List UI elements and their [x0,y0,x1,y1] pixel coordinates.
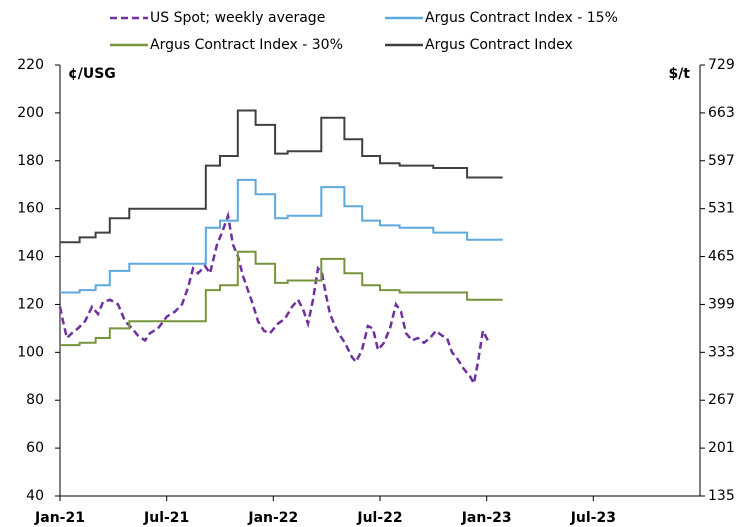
y2-tick-label: 135 [708,488,735,504]
y2-tick-label: 663 [708,105,735,121]
y2-tick-label: 531 [708,201,735,217]
y-tick-label: 80 [26,392,44,408]
y2-tick-label: 201 [708,440,735,456]
y2-axis-label: $/t [668,66,690,82]
y2-tick-label: 267 [708,392,735,408]
x-tick-label: Jan-22 [247,510,298,526]
legend-label: US Spot; weekly average [150,10,325,26]
series-line [60,250,503,347]
y2-tick-label: 333 [708,344,735,360]
y-tick-label: 60 [26,440,44,456]
legend-label: Argus Contract Index - 15% [425,10,618,26]
y2-tick-label: 399 [708,296,735,312]
y-axis-label: ¢/USG [68,66,116,82]
series-line [58,210,491,388]
y2-tick-label: 597 [708,153,735,169]
y-tick-label: 40 [26,488,44,504]
x-tick-label: Jul-21 [143,510,189,526]
y-tick-label: 180 [17,153,44,169]
legend-label: Argus Contract Index - 30% [150,37,343,53]
x-tick-label: Jul-23 [570,510,616,526]
x-tick-label: Jan-21 [34,510,85,526]
y-tick-label: 140 [17,249,44,265]
series-line [60,109,503,244]
y-tick-label: 160 [17,201,44,217]
y2-tick-label: 729 [708,57,735,73]
x-tick-label: Jul-22 [356,510,402,526]
y2-tick-label: 465 [708,249,735,265]
x-tick-label: Jan-23 [461,510,512,526]
legend-label: Argus Contract Index [425,37,573,53]
series-line [60,178,503,294]
y-tick-label: 120 [17,296,44,312]
y-tick-label: 200 [17,105,44,121]
y-tick-label: 100 [17,344,44,360]
y-tick-label: 220 [17,57,44,73]
